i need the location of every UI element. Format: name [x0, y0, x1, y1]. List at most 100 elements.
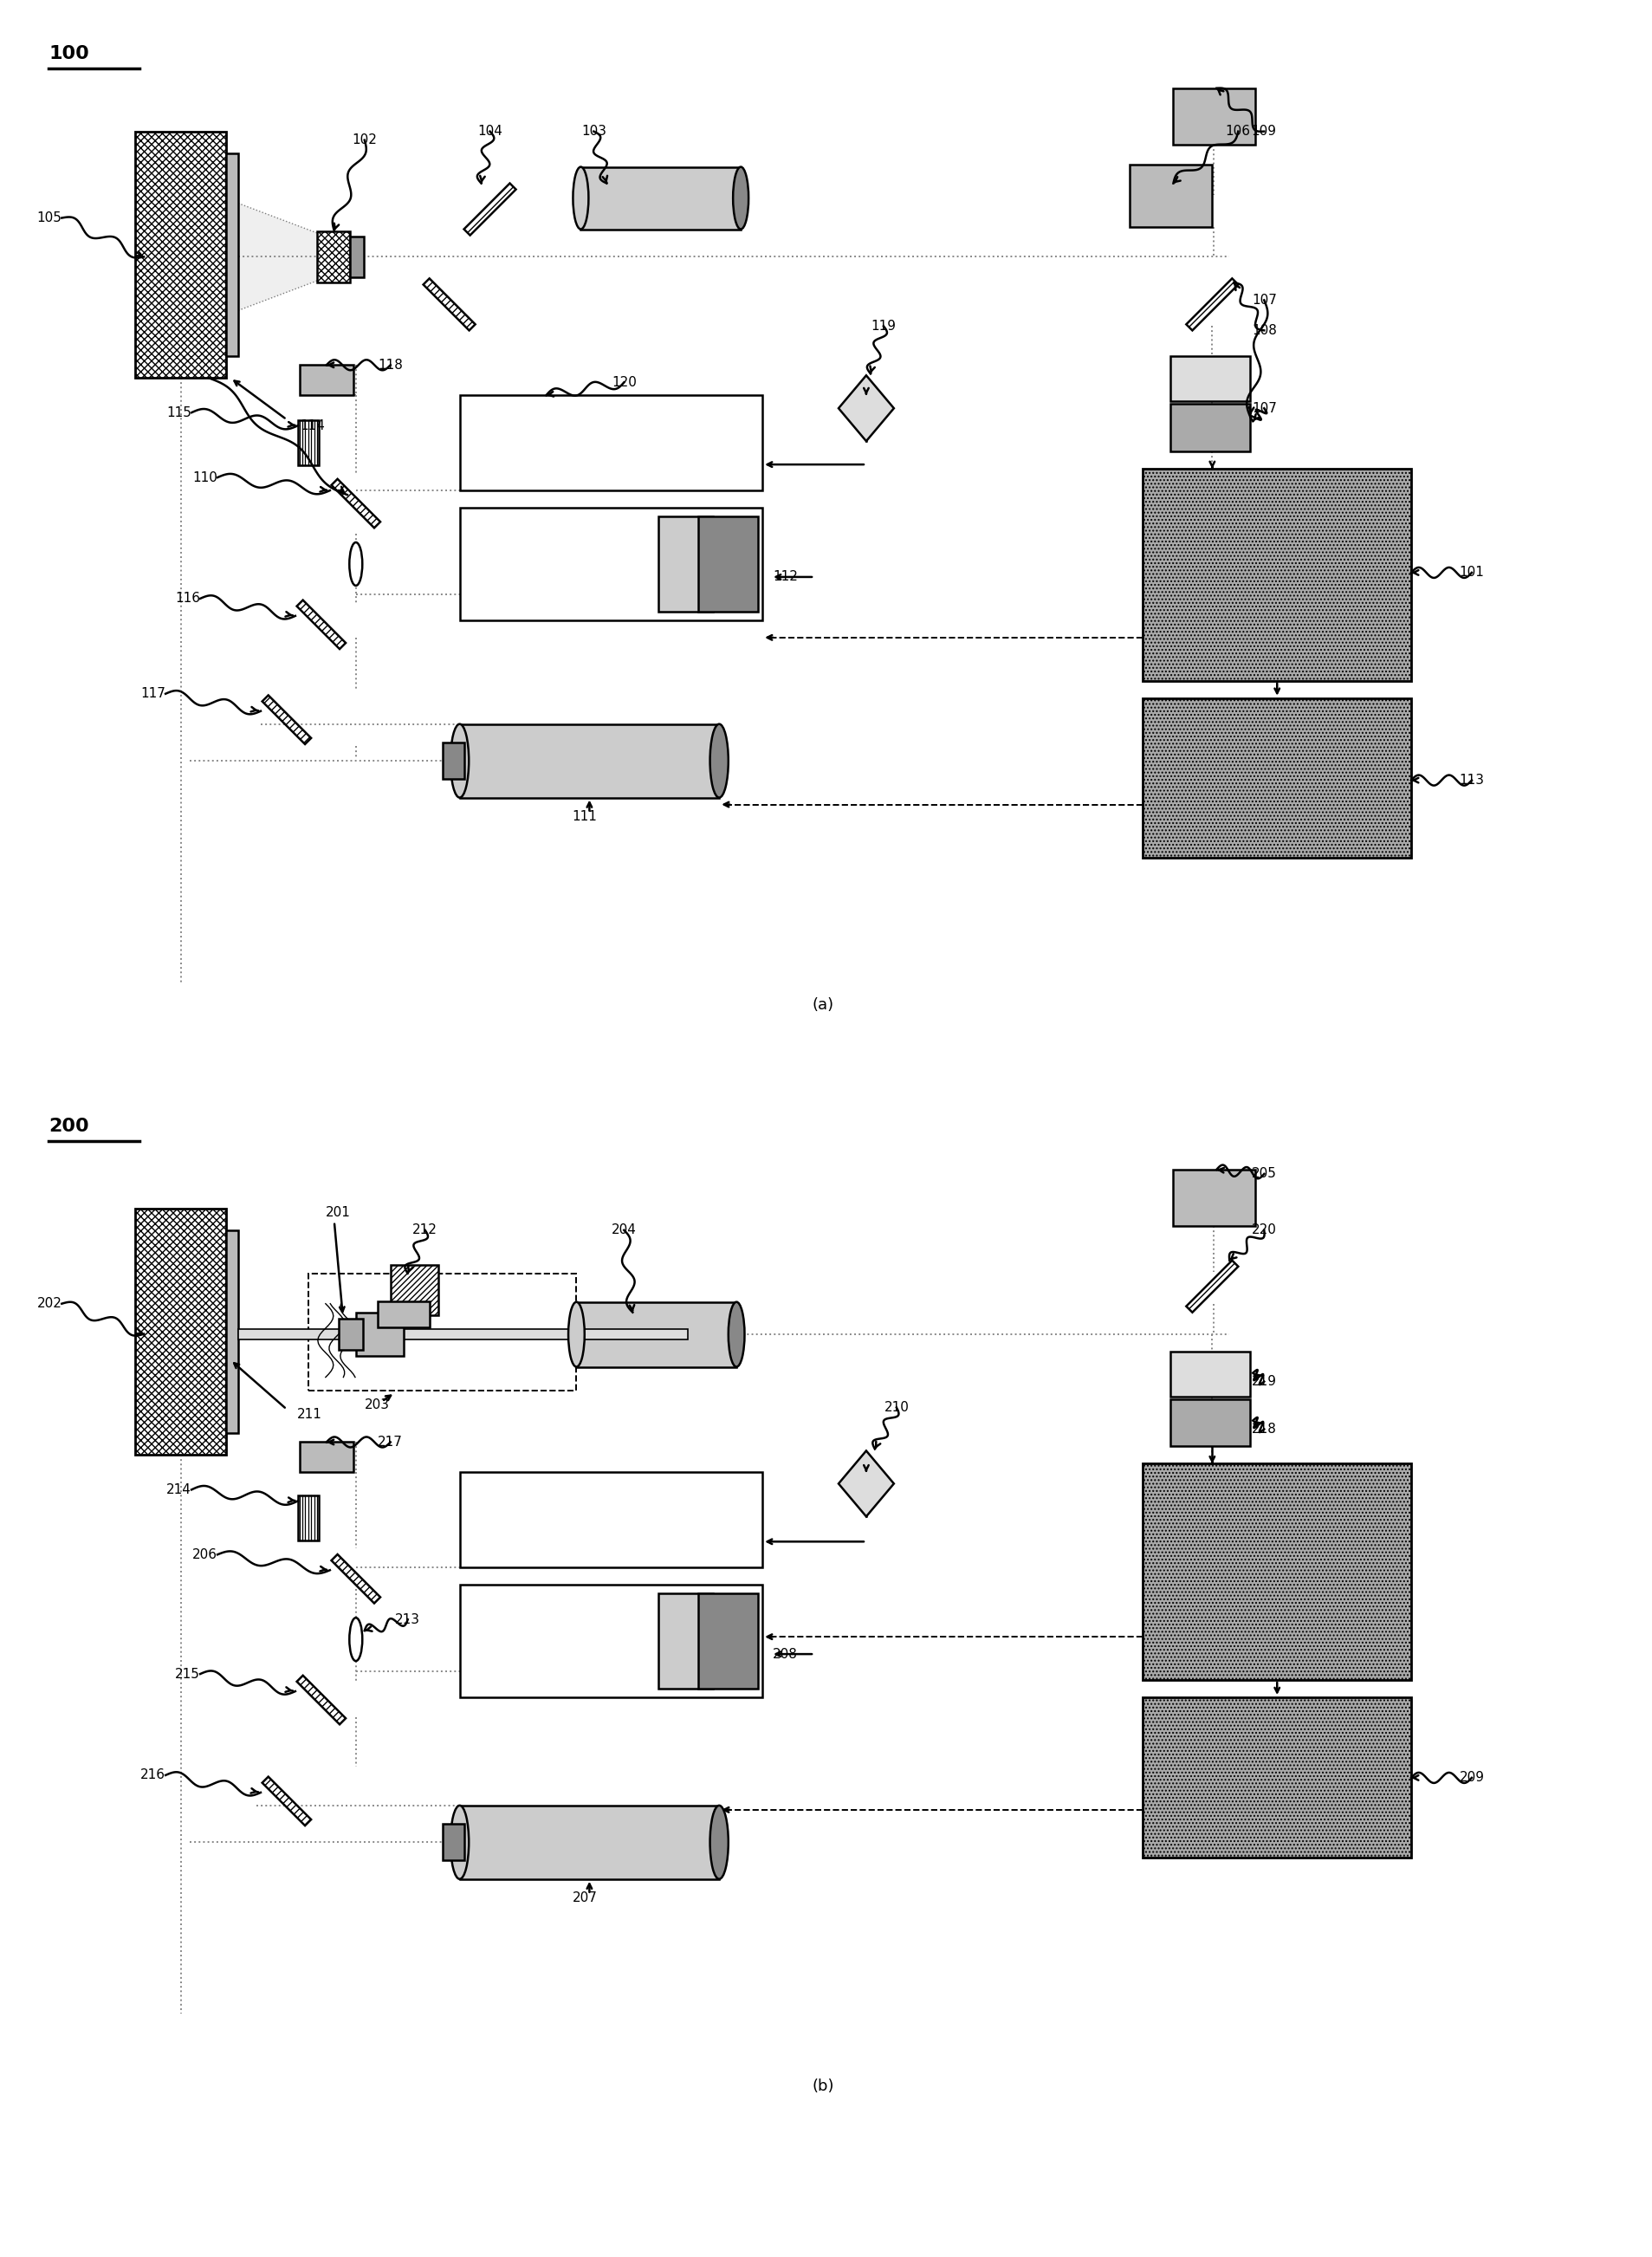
Text: 104: 104: [477, 124, 502, 138]
Ellipse shape: [568, 1302, 585, 1368]
Text: 214: 214: [167, 1483, 192, 1496]
Bar: [659, 517, 714, 612]
Text: 117: 117: [140, 688, 165, 700]
Polygon shape: [464, 183, 515, 235]
Polygon shape: [263, 695, 311, 745]
Bar: [699, 517, 758, 612]
Bar: [309, 1273, 577, 1390]
Ellipse shape: [710, 1806, 729, 1880]
Text: 218: 218: [1252, 1422, 1277, 1435]
Text: (b): (b): [811, 2079, 834, 2094]
Text: 203: 203: [365, 1399, 390, 1411]
Bar: [299, 1442, 354, 1472]
Bar: [1171, 1399, 1251, 1447]
Bar: [699, 1593, 758, 1688]
Text: 207: 207: [572, 1891, 596, 1905]
Text: 100: 100: [50, 45, 89, 63]
Bar: [297, 1496, 319, 1542]
Polygon shape: [1186, 278, 1239, 330]
Bar: [390, 1264, 438, 1316]
Text: 105: 105: [36, 212, 61, 223]
Bar: [1130, 165, 1213, 226]
Text: 206: 206: [192, 1548, 218, 1562]
Bar: [1143, 1465, 1411, 1679]
Text: 213: 213: [395, 1614, 420, 1625]
Ellipse shape: [729, 1302, 745, 1368]
Text: 106: 106: [1226, 124, 1251, 138]
Text: 111: 111: [572, 810, 596, 824]
Bar: [355, 1311, 403, 1356]
Bar: [1143, 469, 1411, 682]
Bar: [1143, 1697, 1411, 1858]
Bar: [1173, 1169, 1256, 1226]
Bar: [1171, 404, 1251, 451]
Text: 208: 208: [773, 1648, 798, 1661]
Text: 220: 220: [1252, 1223, 1277, 1237]
Ellipse shape: [710, 724, 729, 797]
Text: 118: 118: [378, 359, 403, 372]
Bar: [135, 1207, 226, 1456]
Text: 119: 119: [871, 320, 895, 332]
Text: 101: 101: [1459, 567, 1483, 580]
Text: 205: 205: [1252, 1167, 1277, 1180]
Text: 120: 120: [611, 377, 636, 388]
Polygon shape: [839, 375, 894, 440]
Text: 200: 200: [50, 1117, 89, 1135]
Text: 114: 114: [299, 420, 325, 431]
Bar: [1171, 357, 1251, 402]
Text: 116: 116: [175, 591, 200, 605]
Bar: [459, 1472, 763, 1569]
Polygon shape: [423, 278, 476, 330]
Text: 112: 112: [773, 571, 798, 585]
Polygon shape: [332, 478, 380, 528]
Text: 204: 204: [611, 1223, 636, 1237]
Bar: [297, 420, 319, 465]
Bar: [378, 1300, 430, 1327]
Text: 110: 110: [192, 472, 218, 483]
Bar: [443, 1824, 464, 1860]
Bar: [459, 395, 763, 490]
Bar: [459, 1584, 763, 1697]
Polygon shape: [332, 1555, 380, 1602]
Bar: [459, 1806, 719, 1880]
Polygon shape: [263, 1776, 311, 1826]
Bar: [1143, 697, 1411, 858]
Bar: [299, 366, 354, 395]
Text: 211: 211: [297, 1408, 322, 1422]
Polygon shape: [297, 1675, 345, 1724]
Polygon shape: [839, 1451, 894, 1517]
Bar: [226, 153, 238, 357]
Text: 107: 107: [1252, 293, 1277, 307]
Text: 103: 103: [582, 124, 606, 138]
Ellipse shape: [573, 167, 588, 230]
Text: 202: 202: [36, 1298, 61, 1311]
Ellipse shape: [451, 724, 469, 797]
Text: 209: 209: [1459, 1772, 1483, 1785]
Ellipse shape: [349, 1618, 362, 1661]
Bar: [577, 1302, 737, 1368]
Ellipse shape: [733, 167, 748, 230]
Text: (a): (a): [813, 998, 834, 1013]
Text: 219: 219: [1252, 1375, 1277, 1388]
Text: 102: 102: [352, 133, 377, 147]
Polygon shape: [297, 600, 345, 650]
Ellipse shape: [451, 1806, 469, 1880]
Bar: [1171, 1352, 1251, 1397]
Text: 216: 216: [140, 1769, 165, 1781]
Ellipse shape: [349, 542, 362, 585]
Bar: [226, 1230, 238, 1433]
Bar: [459, 724, 719, 797]
Bar: [459, 508, 763, 621]
Polygon shape: [238, 203, 330, 311]
Text: 215: 215: [175, 1668, 200, 1681]
Text: 113: 113: [1459, 774, 1483, 788]
Bar: [238, 1329, 687, 1338]
Text: 107: 107: [1252, 402, 1277, 415]
Text: 108: 108: [1252, 325, 1277, 336]
Text: 212: 212: [413, 1223, 438, 1237]
Bar: [135, 131, 226, 377]
Polygon shape: [1186, 1259, 1239, 1311]
Bar: [1173, 88, 1256, 144]
Bar: [659, 1593, 714, 1688]
Bar: [443, 743, 464, 779]
